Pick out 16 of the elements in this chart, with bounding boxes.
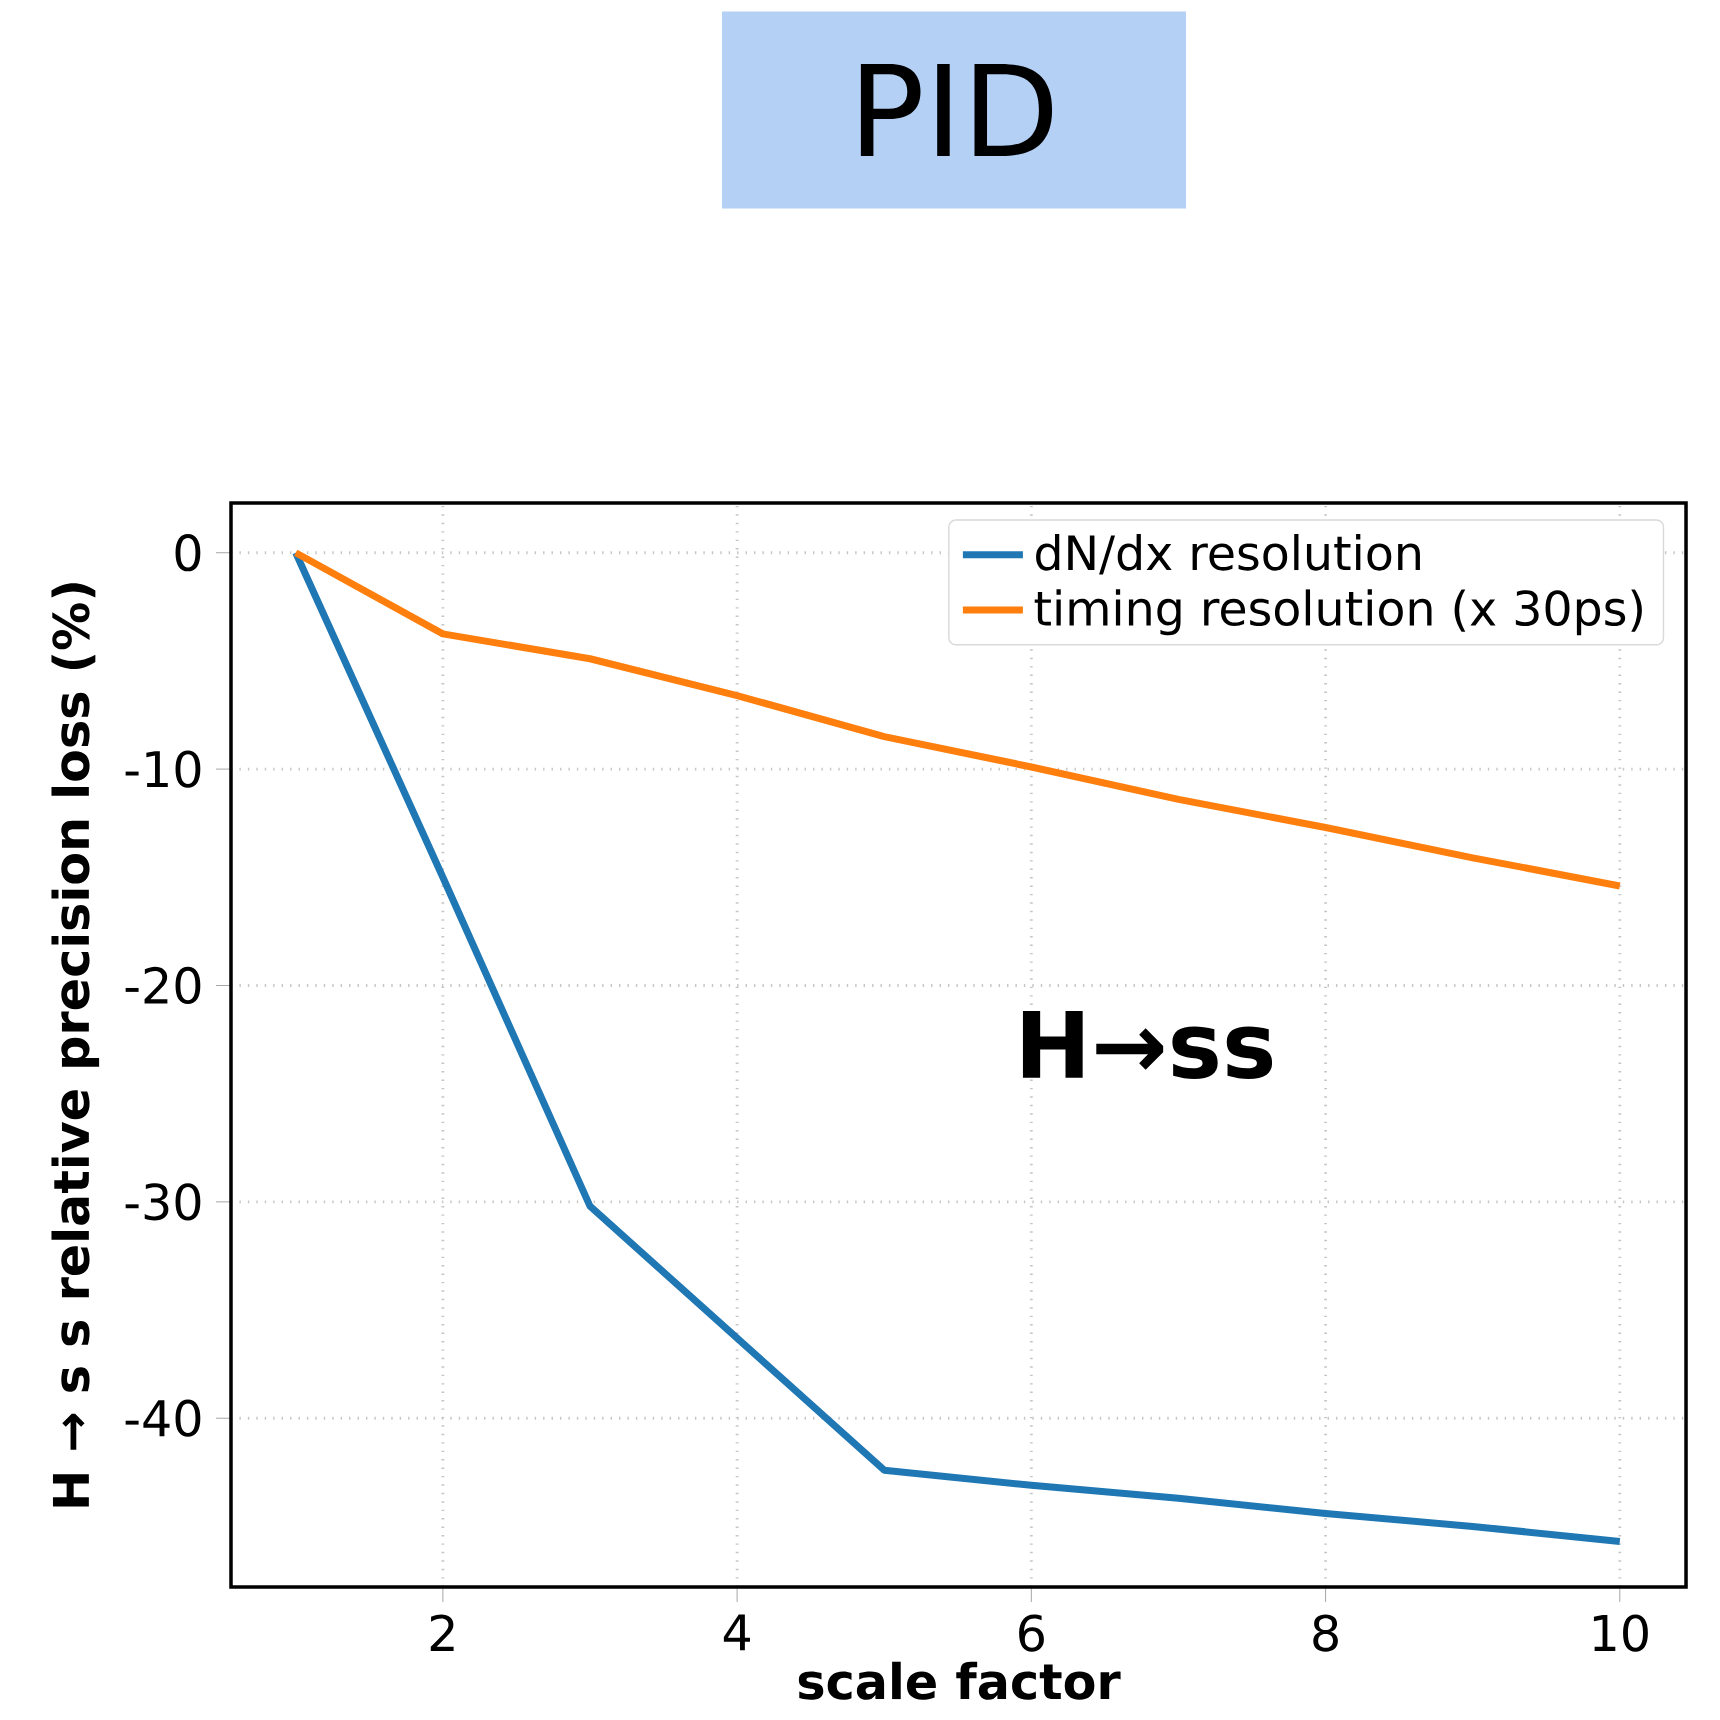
y-tick-label: -10 xyxy=(125,750,201,788)
y-axis-title: H → s s relative precision loss (%) xyxy=(51,583,100,1507)
legend-label: timing resolution (x 30ps) xyxy=(1034,589,1642,636)
x-tick-label: 4 xyxy=(723,1614,750,1651)
x-tick-label: 10 xyxy=(1593,1614,1648,1652)
y-tick-label: -40 xyxy=(125,1399,201,1437)
annotation: H→ss xyxy=(1022,1011,1273,1079)
y-tick-label: 0 xyxy=(175,534,201,572)
x-axis-title: scale factor xyxy=(798,1661,1121,1700)
legend-label: dN/dx resolution xyxy=(1036,534,1420,575)
x-tick-label: 6 xyxy=(1019,1614,1044,1652)
y-tick-label: -30 xyxy=(125,1183,201,1221)
y-tick-label: -20 xyxy=(125,966,201,1005)
x-tick-label: 8 xyxy=(1313,1614,1338,1652)
x-tick-label: 2 xyxy=(430,1614,454,1651)
chart-title: PID xyxy=(860,63,1053,157)
